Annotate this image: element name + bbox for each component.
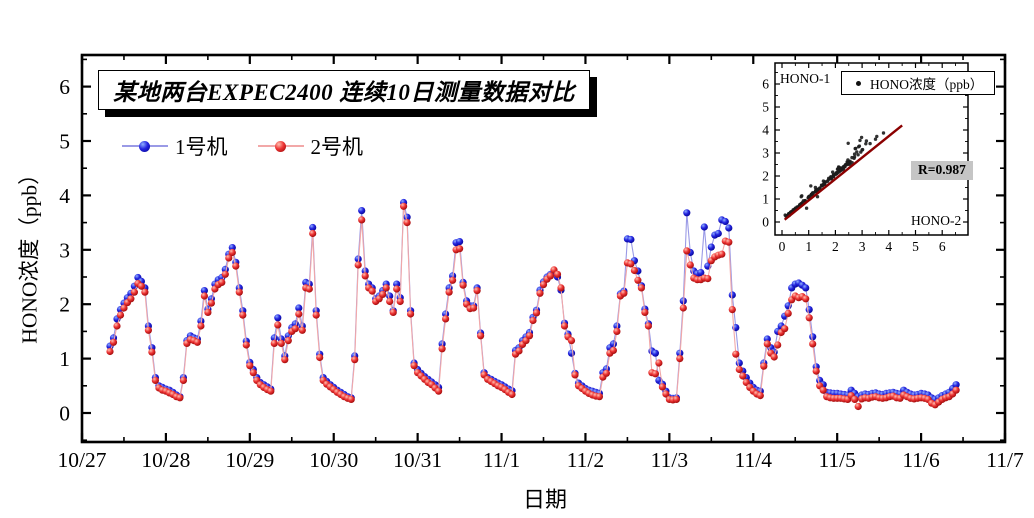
svg-text:1: 1 [59, 347, 70, 371]
svg-text:11/6: 11/6 [902, 448, 940, 472]
legend-label-unit2: 2号机 [310, 135, 364, 159]
svg-text:1: 1 [805, 239, 812, 254]
svg-text:0: 0 [59, 402, 70, 426]
svg-text:10/28: 10/28 [141, 448, 190, 472]
inset-legend-label: HONO浓度（ppb） [870, 77, 984, 92]
svg-text:3: 3 [859, 239, 866, 254]
inset-y-axis-label: HONO-1 [780, 71, 831, 86]
svg-text:11/5: 11/5 [818, 448, 855, 472]
legend-label-unit1: 1号机 [175, 135, 228, 159]
inset-legend: HONO浓度（ppb） [841, 71, 995, 95]
svg-text:11/4: 11/4 [735, 448, 773, 472]
legend-item-unit1: 1号机 [122, 131, 228, 161]
x-axis-title: 日期 [522, 487, 567, 512]
svg-text:2: 2 [59, 293, 70, 317]
svg-text:2: 2 [832, 239, 839, 254]
svg-text:11/1: 11/1 [483, 448, 520, 472]
legend: 1号机 2号机 [122, 131, 363, 161]
svg-text:10/31: 10/31 [393, 448, 442, 472]
svg-text:4: 4 [762, 123, 769, 138]
svg-text:11/3: 11/3 [651, 448, 688, 472]
inset-x-axis-label: HONO-2 [911, 213, 962, 228]
correlation-badge: R=0.987 [911, 161, 973, 180]
svg-text:5: 5 [762, 100, 769, 115]
svg-text:6: 6 [59, 75, 70, 99]
svg-text:6: 6 [939, 239, 946, 254]
svg-text:3: 3 [59, 238, 70, 262]
legend-item-unit2: 2号机 [257, 131, 364, 161]
svg-text:4: 4 [885, 239, 892, 254]
svg-text:3: 3 [762, 146, 769, 161]
svg-text:11/7: 11/7 [986, 448, 1024, 472]
svg-text:2: 2 [762, 169, 769, 184]
svg-text:1: 1 [762, 192, 769, 207]
svg-text:10/27: 10/27 [58, 448, 107, 472]
svg-text:4: 4 [59, 184, 70, 208]
svg-text:0: 0 [762, 215, 769, 230]
scatter-point-icon [856, 80, 861, 86]
y-axis-title: HONO浓度（ppb） [17, 163, 42, 344]
svg-text:10/30: 10/30 [309, 448, 358, 472]
svg-text:11/2: 11/2 [567, 448, 604, 472]
chart-title-box: 某地两台EXPEC2400 连续10日测量数据对比 [98, 70, 590, 110]
svg-text:0: 0 [779, 239, 786, 254]
svg-text:6: 6 [762, 77, 769, 92]
series2-marker-icon [257, 140, 304, 153]
series1-marker-icon [122, 140, 168, 153]
svg-text:5: 5 [912, 239, 919, 254]
svg-text:5: 5 [59, 130, 70, 154]
svg-text:10/29: 10/29 [225, 448, 274, 472]
chart-title: 某地两台EXPEC2400 连续10日测量数据对比 [113, 80, 575, 105]
